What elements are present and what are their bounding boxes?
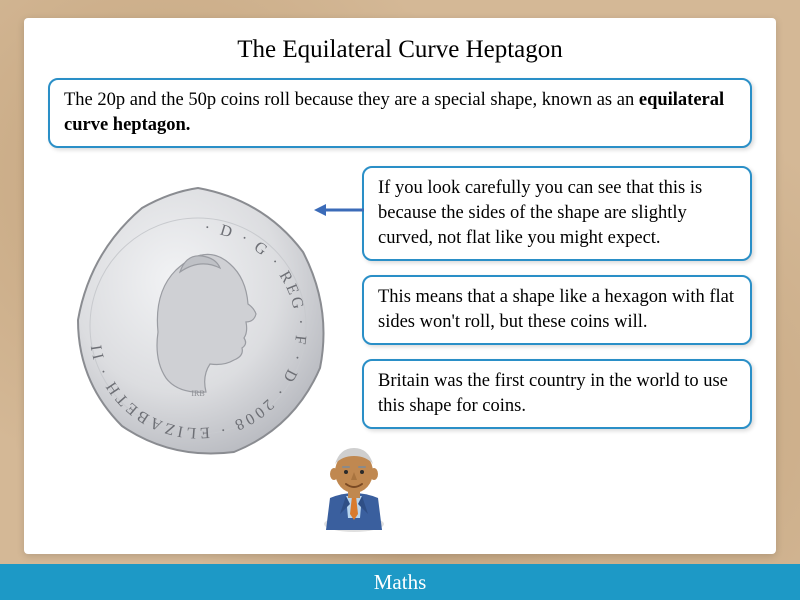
intro-box: The 20p and the 50p coins roll because t… [48, 78, 752, 148]
content-frame: The Equilateral Curve Heptagon The 20p a… [24, 18, 776, 554]
footer-bar: Maths [0, 564, 800, 600]
coin-column: · D · G · REG · F · D · 2008 · ELIZABETH… [48, 166, 348, 464]
box1-text: If you look carefully you can see that t… [378, 178, 702, 248]
box-britain-first: Britain was the first country in the wor… [362, 359, 752, 429]
intro-text-before: The 20p and the 50p coins roll because t… [64, 90, 639, 110]
footer-label: Maths [374, 570, 427, 595]
box-hexagon-compare: This means that a shape like a hexagon w… [362, 275, 752, 345]
box3-text: Britain was the first country in the wor… [378, 371, 728, 416]
teacher-avatar-icon [320, 440, 388, 532]
content-row: · D · G · REG · F · D · 2008 · ELIZABETH… [48, 166, 752, 464]
coin-engraver-initials: IRB [191, 389, 204, 398]
right-column: If you look carefully you can see that t… [362, 166, 752, 429]
box2-text: This means that a shape like a hexagon w… [378, 287, 734, 332]
coin-image: · D · G · REG · F · D · 2008 · ELIZABETH… [58, 174, 338, 464]
box-curved-sides: If you look carefully you can see that t… [362, 166, 752, 261]
pointer-arrow-icon [314, 202, 364, 218]
page-title: The Equilateral Curve Heptagon [48, 36, 752, 64]
